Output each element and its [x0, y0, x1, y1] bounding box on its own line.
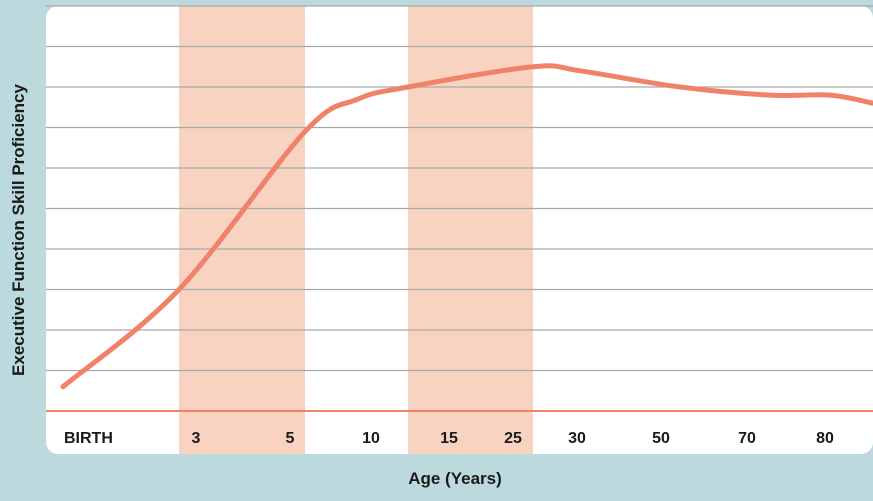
x-tick-label: 25	[504, 430, 522, 447]
x-tick-label: 80	[816, 430, 834, 447]
x-tick-labels: BIRTH 3 5 10 15 25 30 50 70 80	[64, 430, 834, 447]
x-tick-label: BIRTH	[64, 430, 113, 447]
x-tick-label: 3	[192, 430, 201, 447]
highlight-band-1	[179, 6, 305, 454]
highlight-bands	[179, 6, 533, 454]
x-tick-label: 30	[568, 430, 586, 447]
x-tick-label: 5	[286, 430, 295, 447]
y-axis-label: Executive Function Skill Proficiency	[9, 83, 28, 375]
series-line	[60, 63, 873, 390]
x-axis-label: Age (Years)	[408, 469, 502, 488]
x-tick-label: 10	[362, 430, 380, 447]
x-tick-label: 50	[652, 430, 670, 447]
gridlines	[46, 5, 873, 412]
x-tick-label: 70	[738, 430, 756, 447]
series-group	[60, 63, 873, 390]
highlight-band-2	[408, 6, 533, 454]
x-tick-label: 15	[440, 430, 458, 447]
